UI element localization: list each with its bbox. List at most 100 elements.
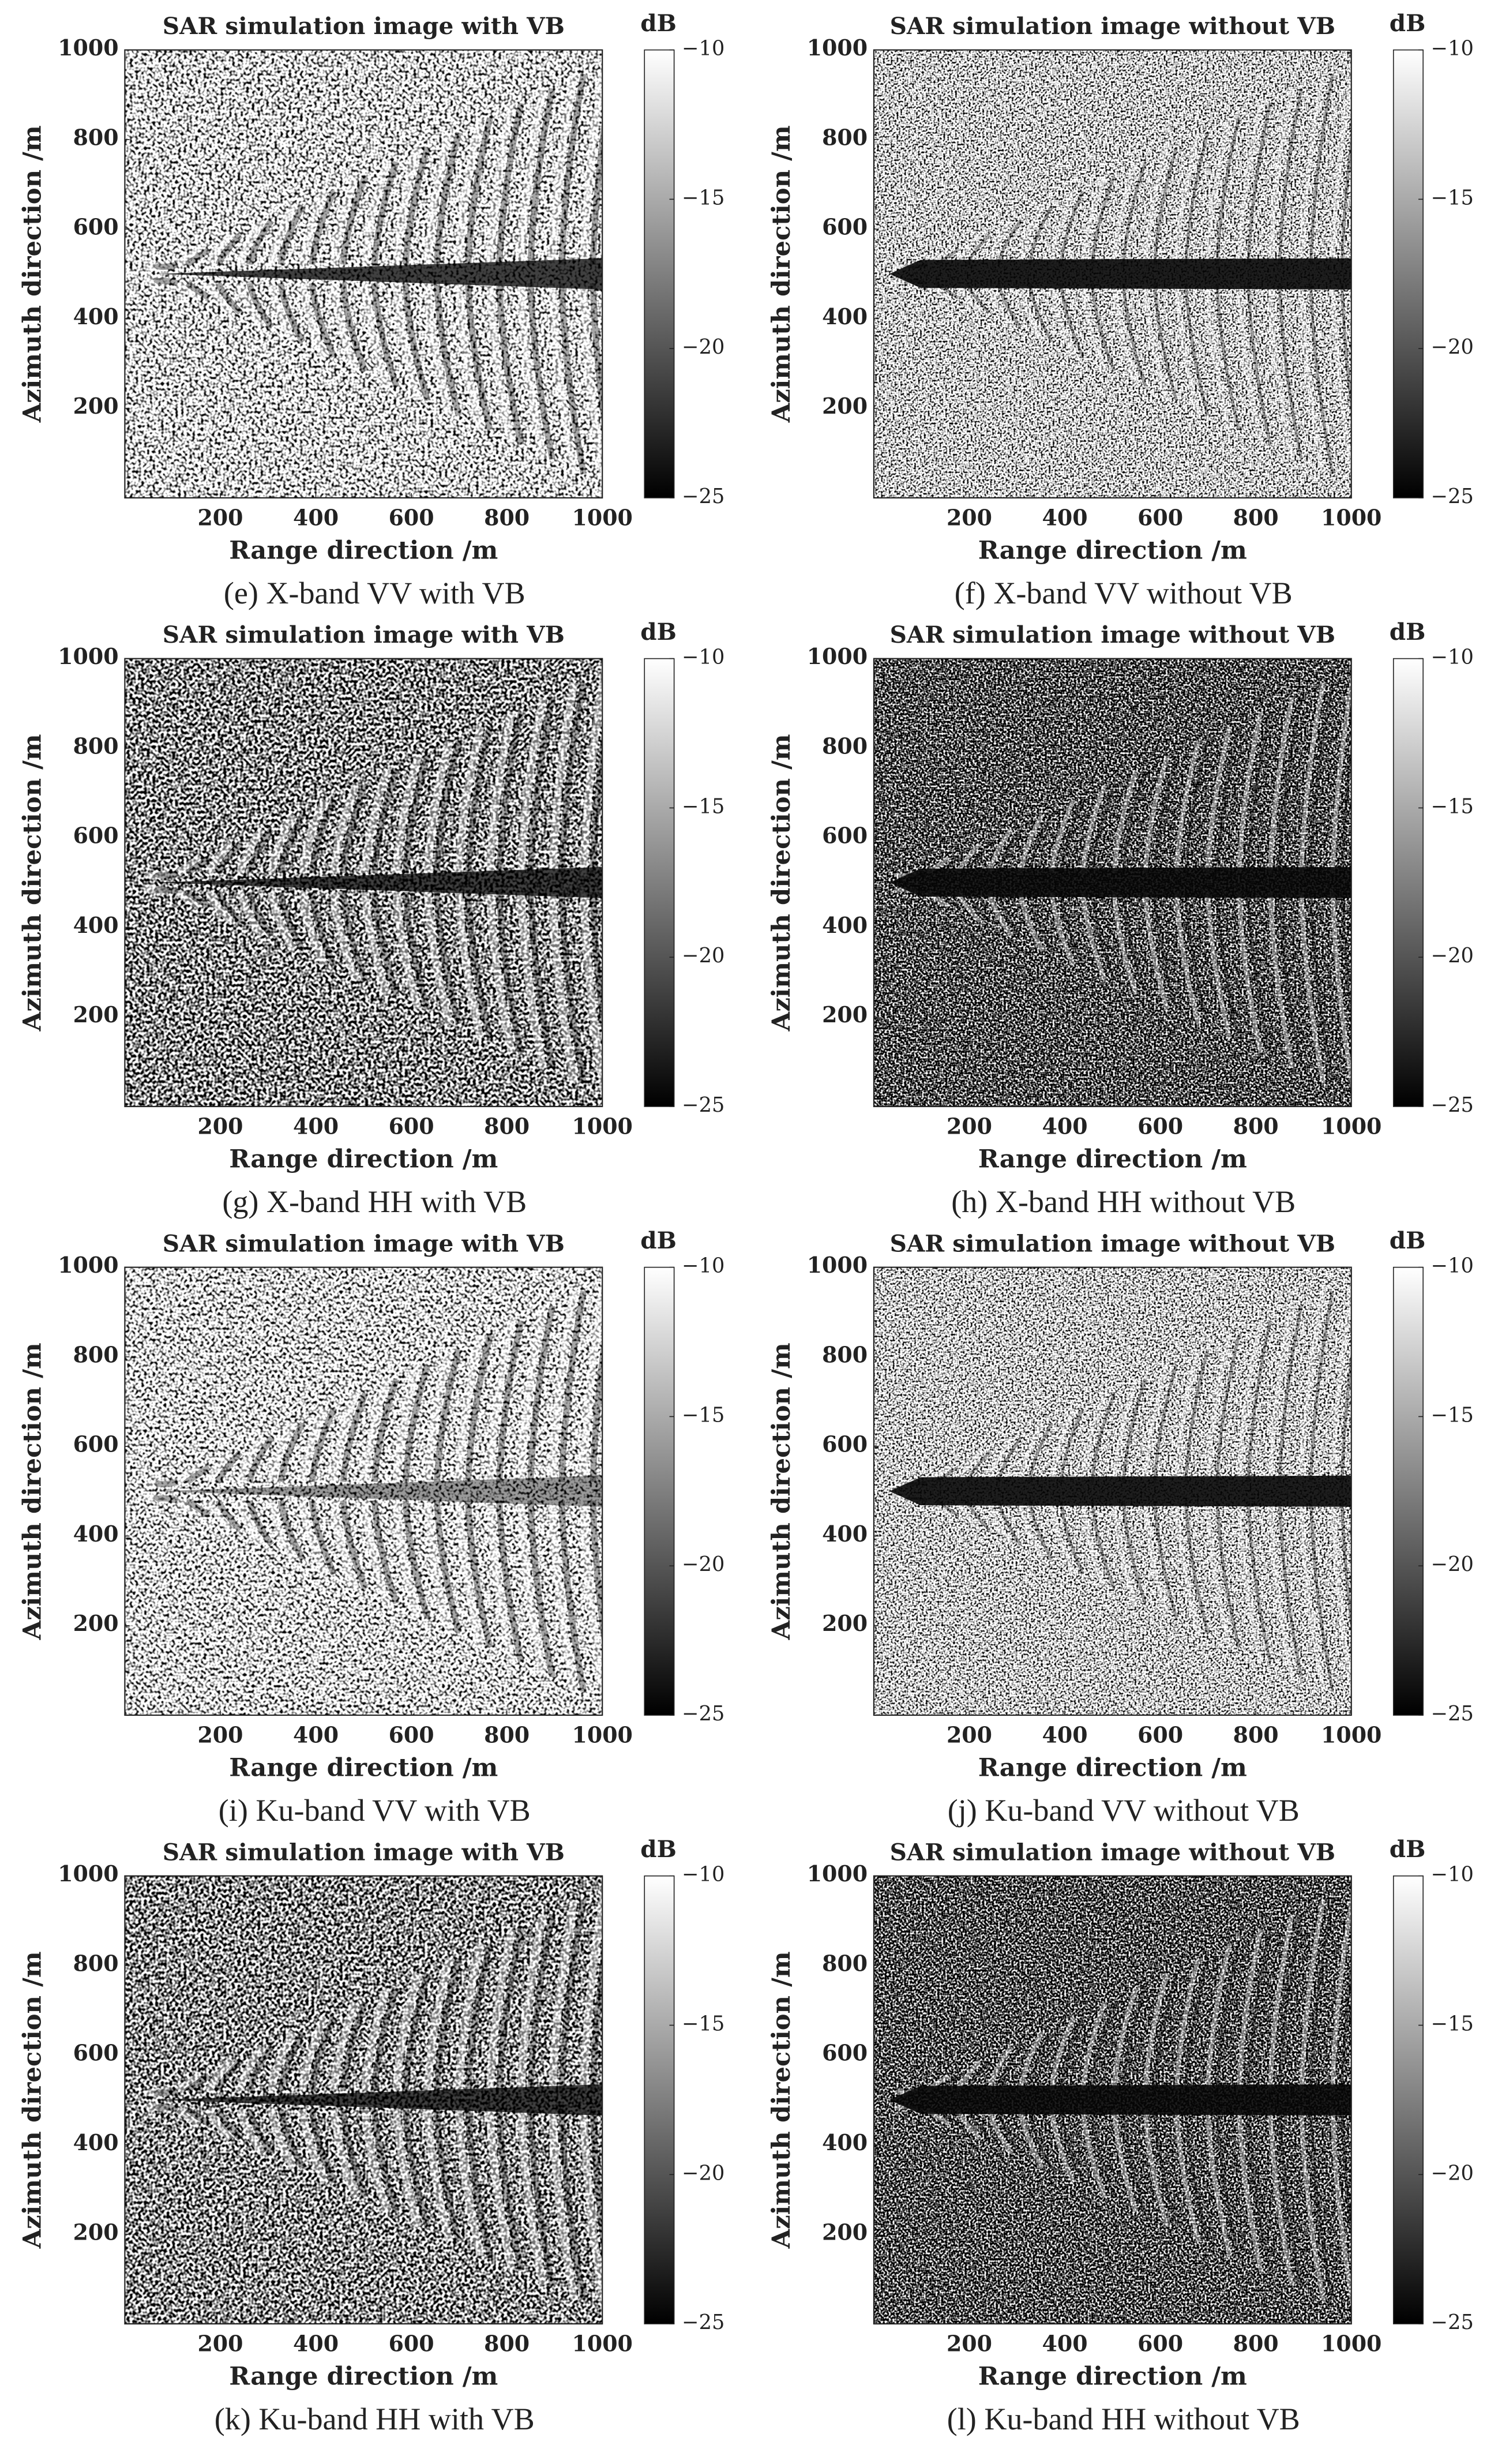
wake-shadow: [185, 2073, 211, 2127]
wake-stripe: [1112, 1987, 1139, 2213]
wake-stripe: [1080, 784, 1107, 981]
wake-shadow: [465, 726, 493, 1040]
wake-shadow: [153, 2087, 179, 2113]
colorbar: [1392, 1875, 1424, 2324]
wake-shadow: [1278, 696, 1303, 1068]
wake-stripe: [517, 1914, 547, 2286]
wake-stripe: [1018, 204, 1045, 343]
panel: SAR simulation image without VB Range dir…: [767, 618, 1474, 1219]
chart-title: SAR simulation image without VB: [890, 1838, 1335, 1866]
x-tick-label: 1000: [1321, 504, 1381, 530]
caption: (h) X-band HH without VB: [951, 1184, 1296, 1219]
colorbar: [644, 658, 675, 1107]
wake-shadow: [1309, 73, 1334, 475]
wake-band: [156, 867, 603, 898]
wake-stripe: [1205, 726, 1232, 1040]
wake-stripe: [175, 246, 202, 302]
wake-stripe: [1080, 1393, 1107, 1590]
y-tick-label: 600: [822, 2040, 868, 2066]
wake-stripe: [143, 869, 170, 896]
wake-shadow: [1247, 103, 1272, 445]
colorbar-tick-label: −15: [682, 794, 724, 818]
y-tick-label: 200: [73, 2219, 119, 2245]
colorbar: [644, 1875, 675, 2324]
plot-frame: [873, 49, 1352, 499]
colorbar-tick-label: −20: [1431, 335, 1474, 359]
wake-stripe: [517, 696, 547, 1069]
wake-stripe: [1205, 1943, 1232, 2257]
wake-shadow: [1215, 726, 1241, 1039]
colorbar-tick-label: −20: [682, 944, 724, 967]
x-tick-label: 800: [484, 1113, 530, 1139]
wake-band: [156, 1475, 603, 1507]
wake-shadow: [1122, 161, 1147, 387]
wake-stripe: [143, 1478, 170, 1505]
wake-shadow: [246, 2045, 275, 2155]
wake-shadow: [1215, 1943, 1241, 2257]
wake-shadow: [215, 2059, 243, 2141]
wake-shadow: [371, 1986, 400, 2213]
wake-shadow: [402, 755, 431, 1010]
colorbar-tick-label: −25: [1431, 1093, 1474, 1117]
wake-shadow: [527, 1305, 555, 1678]
y-tick-label: 600: [73, 1431, 119, 1457]
wake-stripe: [1330, 672, 1351, 1093]
x-tick-label: 1000: [1321, 2330, 1381, 2356]
sar-image: [125, 1876, 603, 2324]
wake-stripe: [455, 725, 485, 1040]
wake-stripe: [299, 189, 328, 358]
wake-band: [889, 2084, 1351, 2116]
x-tick-label: 800: [1233, 504, 1279, 530]
colorbar-tick-label: −15: [1431, 1403, 1474, 1427]
wake-stripe: [1143, 1364, 1170, 1619]
wake-shadow: [277, 813, 306, 952]
x-axis-label: Range direction /m: [229, 536, 498, 565]
wake-stripe: [1018, 2030, 1045, 2169]
wake-stripe: [579, 1884, 603, 2316]
wake-shadow: [434, 740, 462, 1025]
wake-shadow: [1309, 682, 1334, 1083]
wake-shadow: [371, 160, 400, 387]
colorbar-tick-label: −25: [682, 485, 724, 508]
colorbar: [1392, 49, 1424, 498]
wake-stripe: [361, 769, 391, 996]
sar-image: [125, 658, 603, 1107]
x-tick-label: 200: [947, 2330, 992, 2356]
wake-shadow: [1340, 740, 1351, 1026]
x-tick-label: 1000: [1321, 1722, 1381, 1747]
colorbar: [644, 49, 675, 498]
plot-frame: [873, 1875, 1352, 2325]
wake-shadow: [434, 1349, 462, 1634]
sar-image: [125, 1267, 603, 1716]
x-tick-label: 200: [197, 1722, 243, 1747]
wake-shadow: [1340, 131, 1351, 417]
x-tick-label: 400: [293, 1722, 339, 1747]
colorbar: [644, 1266, 675, 1716]
panel: SAR simulation image without VB Range dir…: [767, 9, 1474, 610]
colorbar-tick-label: −10: [1431, 1254, 1474, 1278]
wake-stripe: [392, 1363, 422, 1619]
wake-shadow: [465, 1943, 493, 2257]
colorbar-tick-label: −10: [682, 1254, 724, 1278]
wake-stripe: [1267, 696, 1294, 1068]
wake-stripe: [299, 2015, 328, 2185]
wake-shadow: [1215, 1334, 1241, 1648]
wake-stripe: [175, 855, 202, 910]
wake-shadow: [1153, 147, 1178, 402]
caption: (g) X-band HH with VB: [222, 1184, 527, 1219]
y-tick-label: 800: [822, 1341, 868, 1367]
wake-stripe: [1330, 1281, 1351, 1702]
panel: SAR simulation image without VB Range dir…: [767, 1227, 1474, 1828]
wake-stripe: [143, 2087, 170, 2113]
x-tick-label: 600: [389, 504, 434, 530]
wake-stripe: [486, 711, 516, 1055]
wake-shadow: [371, 769, 400, 996]
wake-shadow: [246, 219, 275, 329]
wake-shadow: [434, 1957, 462, 2242]
wake-shadow: [1028, 1422, 1053, 1561]
colorbar-tick-label: −10: [682, 37, 724, 61]
colorbar-tick-label: −25: [1431, 2311, 1474, 2334]
wake-stripe: [392, 146, 422, 402]
colorbar-tick-label: −25: [682, 1702, 724, 1726]
